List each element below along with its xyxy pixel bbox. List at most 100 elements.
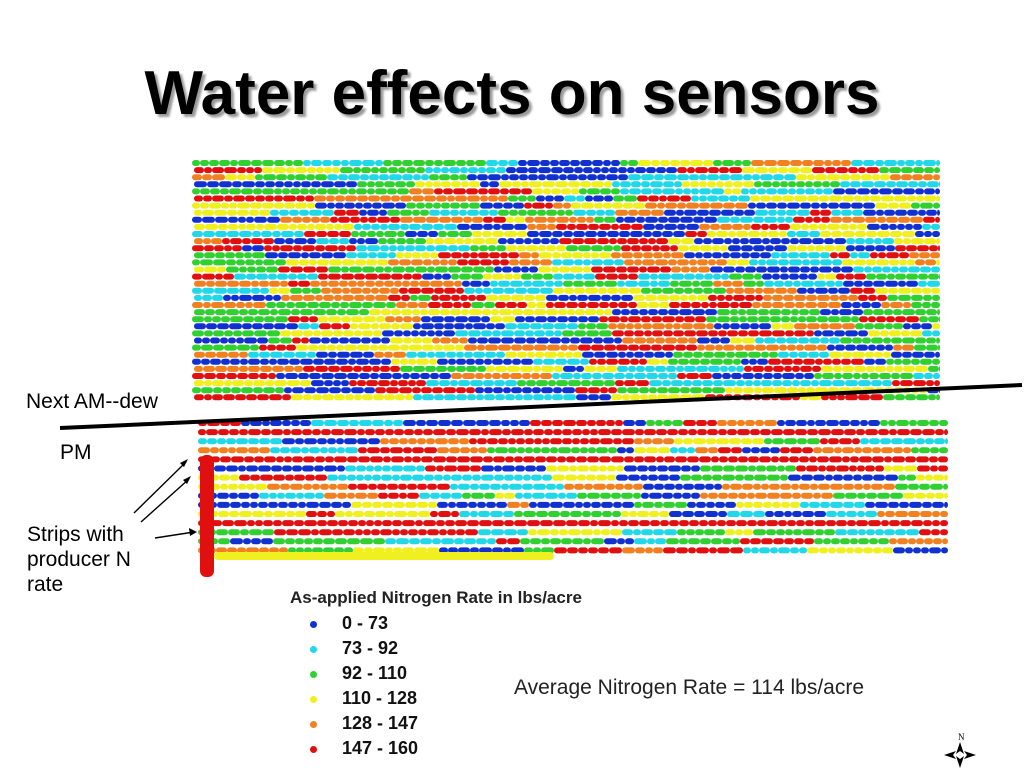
map-pass-segment [930, 465, 938, 472]
map-pass-segment [194, 280, 206, 287]
map-pass-segment [394, 280, 402, 287]
map-pass-segment [577, 492, 587, 499]
map-pass-segment [748, 351, 761, 358]
map-pass-segment [388, 167, 398, 174]
map-pass-segment [593, 483, 606, 490]
map-pass-segment [241, 188, 253, 195]
map-pass-segment [625, 280, 638, 287]
map-pass-segment [811, 380, 819, 387]
map-pass-segment [267, 330, 280, 337]
map-pass-segment [311, 160, 322, 166]
map-pass-segment [337, 483, 348, 490]
map-pass-segment [372, 420, 384, 426]
map-pass-segment [542, 438, 550, 445]
map-pass-segment [512, 358, 521, 365]
map-pass-segment [929, 456, 938, 463]
map-pass-segment [350, 323, 358, 330]
map-pass-segment [655, 259, 668, 266]
map-pass-segment [832, 259, 842, 266]
map-pass-segment [519, 420, 530, 426]
map-pass-segment [222, 520, 234, 527]
map-pass-segment [256, 223, 264, 230]
map-pass-segment [348, 358, 356, 365]
map-pass-segment [631, 181, 641, 188]
map-pass-segment [670, 160, 680, 166]
map-pass-segment [283, 351, 295, 358]
map-pass-segment [295, 202, 307, 209]
map-pass-segment [470, 483, 479, 490]
map-pass-segment [273, 511, 286, 517]
map-pass-segment [607, 465, 616, 472]
map-pass-segment [874, 323, 885, 330]
map-pass-segment [645, 294, 657, 301]
map-pass-segment [380, 195, 391, 202]
map-pass-segment [900, 373, 913, 379]
map-pass-segment [746, 309, 758, 316]
map-pass-segment [755, 167, 768, 174]
map-pass-segment [409, 223, 421, 230]
map-pass-segment [599, 465, 607, 472]
map-pass-segment [464, 351, 473, 358]
map-pass-segment [739, 316, 747, 323]
map-pass-segment [625, 538, 634, 545]
arrow-head-strip-3 [189, 528, 197, 536]
map-pass-segment [220, 188, 229, 195]
map-pass-segment [891, 373, 900, 379]
map-pass-segment [727, 259, 737, 266]
map-pass-segment [321, 252, 333, 259]
map-pass-segment [503, 547, 511, 554]
map-pass-segment [533, 447, 541, 454]
map-pass-segment [265, 181, 275, 188]
map-pass-segment [413, 365, 425, 372]
map-pass-segment [741, 245, 753, 252]
map-pass-segment [617, 387, 627, 394]
map-pass-segment [583, 167, 593, 174]
map-pass-segment [902, 358, 911, 365]
map-pass-segment [288, 252, 301, 259]
map-pass-segment [590, 520, 598, 527]
map-pass-segment [924, 373, 933, 379]
map-pass-segment [530, 323, 542, 330]
map-pass-segment [861, 181, 874, 188]
map-pass-segment [861, 302, 871, 308]
map-pass-segment [897, 223, 905, 230]
map-pass-segment [290, 483, 303, 490]
map-pass-segment [903, 365, 915, 372]
map-pass-segment [838, 287, 850, 294]
map-pass-segment [355, 529, 363, 536]
map-pass-segment [818, 465, 826, 472]
map-pass-segment [273, 167, 286, 174]
map-pass-segment [259, 209, 270, 216]
map-pass-segment [202, 287, 214, 294]
map-pass-segment [876, 316, 886, 323]
map-pass-segment [598, 287, 607, 294]
map-pass-segment [669, 511, 682, 517]
map-pass-segment [504, 474, 514, 481]
map-pass-segment [621, 309, 630, 316]
map-pass-segment [835, 529, 847, 536]
map-pass-segment [484, 358, 492, 365]
map-pass-segment [708, 492, 718, 499]
map-pass-segment [814, 373, 822, 379]
map-pass-segment [924, 538, 933, 545]
map-pass-segment [246, 216, 254, 223]
map-pass-segment [498, 280, 510, 287]
map-pass-segment [533, 483, 546, 490]
map-pass-segment [678, 447, 687, 454]
map-pass-segment [380, 223, 388, 230]
map-pass-segment [494, 465, 502, 472]
map-pass-segment [659, 195, 667, 202]
map-pass-segment [428, 309, 440, 316]
map-pass-segment [771, 429, 783, 436]
map-pass-segment [457, 259, 468, 266]
map-pass-segment [546, 245, 556, 252]
map-pass-segment [207, 181, 219, 188]
map-pass-segment [272, 365, 284, 372]
map-pass-segment [922, 287, 931, 294]
map-pass-segment [454, 538, 464, 545]
map-pass-segment [932, 358, 940, 365]
map-pass-segment [785, 465, 796, 472]
map-pass-segment [823, 358, 832, 365]
map-pass-segment [885, 511, 895, 517]
map-pass-segment [839, 294, 848, 301]
